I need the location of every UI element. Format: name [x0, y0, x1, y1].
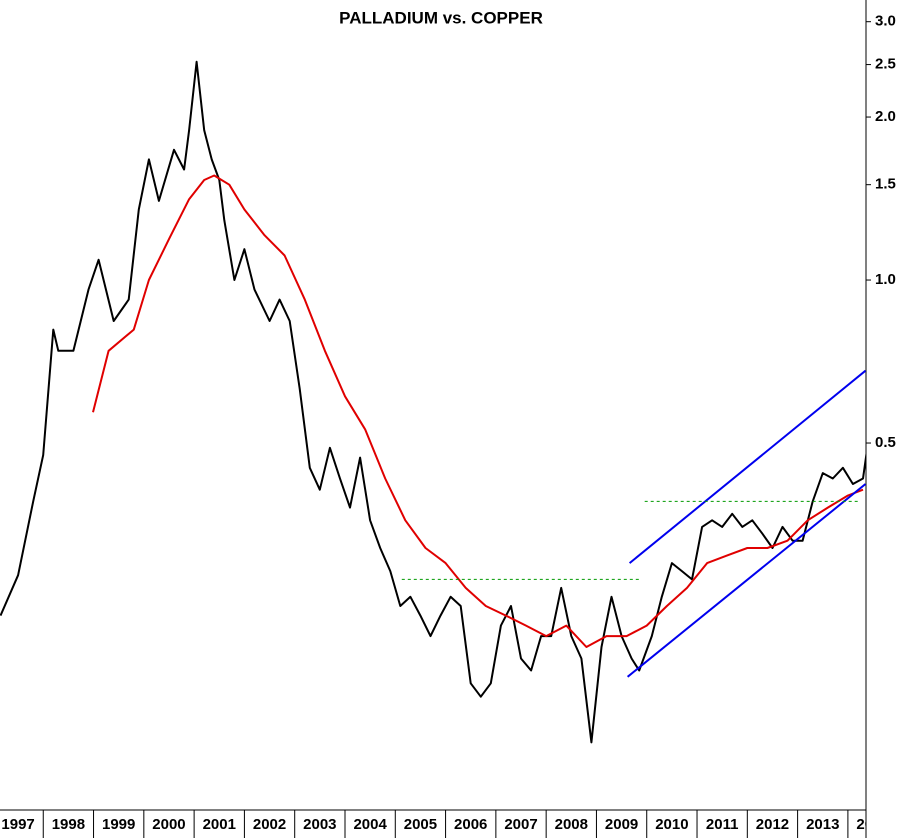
x-tick-label: 2003	[303, 816, 336, 833]
x-tick-label: 1998	[52, 816, 85, 833]
x-tick-label: 2011	[706, 816, 739, 833]
series-line	[92, 174, 864, 648]
x-tick-label: 2012	[756, 816, 789, 833]
series-line	[626, 483, 866, 678]
x-tick-label: 2013	[806, 816, 839, 833]
x-tick-label: 2001	[203, 816, 236, 833]
x-tick-label: 1999	[102, 816, 135, 833]
x-tick-label: 2000	[152, 816, 185, 833]
x-tick-label: 1997	[1, 816, 34, 833]
series-line	[628, 369, 866, 564]
x-tick-label: 2008	[555, 816, 588, 833]
x-tick-label: 2005	[404, 816, 437, 833]
x-tick-label: 2006	[454, 816, 487, 833]
plot-area	[0, 60, 866, 744]
x-axis-labels: 1997 1998 1999 2000 2001 2002 2003 2004 2005 2006…	[1, 810, 890, 838]
x-tick-label: 2009	[605, 816, 638, 833]
x-tick-label: 2002	[253, 816, 286, 833]
x-tick-label: 2010	[655, 816, 688, 833]
y-tick-label: 1.0	[875, 271, 896, 288]
y-tick-label: 1.5	[875, 176, 896, 193]
chart-title: PALLADIUM vs. COPPER	[339, 8, 543, 27]
x-tick-label: 2014	[856, 816, 890, 833]
x-tick-label: 2004	[353, 816, 387, 833]
y-tick-label: 2.0	[875, 108, 896, 125]
series-line	[0, 60, 866, 744]
y-tick-label: 0.5	[875, 434, 896, 451]
y-tick-label: 3.0	[875, 13, 896, 30]
y-tick-label: 2.5	[875, 56, 896, 73]
x-tick-label: 2007	[504, 816, 537, 833]
